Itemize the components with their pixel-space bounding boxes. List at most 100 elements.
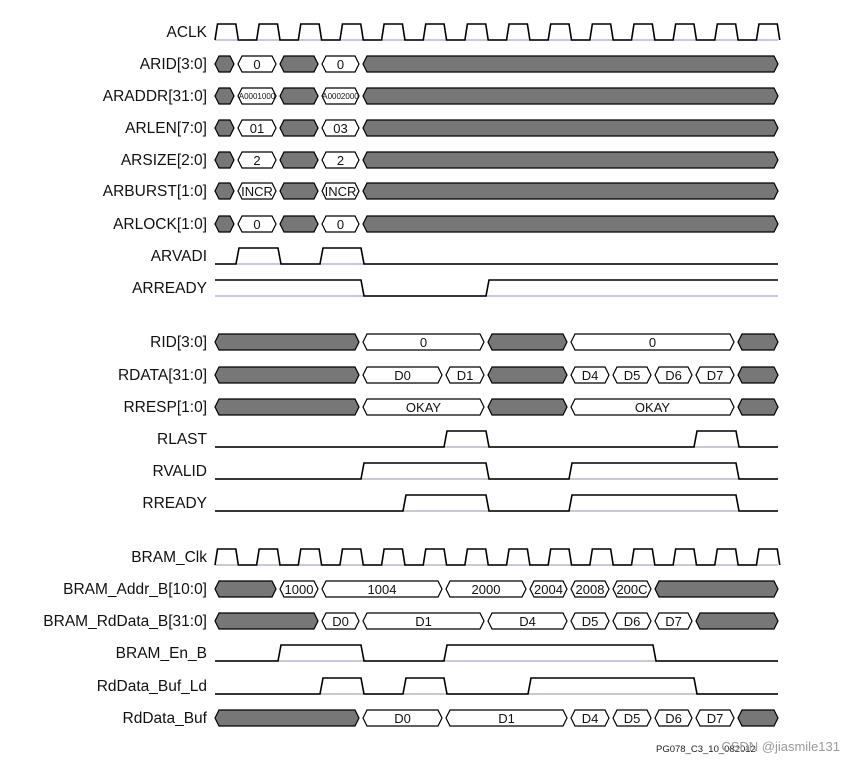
bus-value-segment [612,612,652,630]
watermark-text: CSDN @jiasmile131 [721,739,840,754]
bus-value-segment [321,119,360,137]
bus-value-segment [321,87,360,105]
signal-row-rvalid: RVALID [152,462,778,480]
bus-undefined-segment [279,182,319,200]
bus-undefined-segment [362,119,779,137]
bus-undefined-segment [214,333,360,351]
bus-value-label: 2 [253,153,260,168]
bus-value-segment [362,709,443,727]
bus-value-label: 0 [649,335,656,350]
bus-value-label: INCR [325,184,357,199]
bus-value-label: D6 [665,368,682,383]
signal-label: RID[3:0] [150,334,207,351]
signal-row-bram-clk: BRAM_Clk [131,548,781,566]
signal-label: RDATA[31:0] [118,367,207,384]
signal-row-rid-3-0: RID[3:0] 0 0 [150,333,779,351]
bus-undefined-segment [214,366,360,384]
bus-value-segment [279,580,319,598]
bus-value-segment [237,87,277,105]
bus-undefined-segment [362,55,779,73]
bus-value-label: D5 [624,711,641,726]
signal-row-rready: RREADY [142,494,778,512]
bus-value-segment [321,182,360,200]
signal-row-arvadi: ARVADI [151,247,778,265]
bus-value-segment [612,366,652,384]
bus-undefined-segment [362,87,779,105]
bus-value-segment [570,612,610,630]
bus-undefined-segment [737,366,779,384]
signal-label: ARREADY [132,280,207,297]
bus-value-label: D0 [394,368,411,383]
clock-waveform [214,23,781,41]
bus-value-label: D4 [582,368,599,383]
bus-value-segment [445,709,568,727]
bus-value-segment [237,119,277,137]
signal-row-rddata-buf: RdData_Buf D0 D1 D4 D5 D6 D7 [123,709,779,727]
signal-row-rdata-31-0: RDATA[31:0] D0 D1 D4 D5 D6 D7 [118,366,779,384]
bus-value-segment [570,398,735,416]
bus-undefined-segment [362,215,779,233]
bus-value-label: OKAY [635,400,670,415]
bus-undefined-segment [737,709,779,727]
bus-undefined-segment [737,398,779,416]
bus-value-segment [654,709,693,727]
bus-value-label: 0 [253,217,260,232]
bus-value-segment [362,398,485,416]
signal-label: BRAM_Addr_B[10:0] [63,581,207,598]
bit-waveform [215,462,778,480]
bus-undefined-segment [487,366,568,384]
bus-undefined-segment [279,87,319,105]
bus-undefined-segment [214,55,235,73]
signal-label: ARLEN[7:0] [125,120,207,137]
bus-undefined-segment [279,215,319,233]
bus-value-label: D0 [332,614,349,629]
bus-value-label: D6 [665,711,682,726]
bus-undefined-segment [362,182,779,200]
bus-value-label: 01 [250,121,264,136]
bus-value-label: D1 [498,711,515,726]
bit-waveform [215,494,778,512]
bus-undefined-segment [737,333,779,351]
signal-label: ACLK [167,24,208,41]
bus-undefined-segment [279,55,319,73]
bus-value-segment [445,366,485,384]
bus-undefined-segment [214,612,319,630]
bus-value-segment [362,612,485,630]
bus-value-segment [362,366,443,384]
bus-value-segment [570,333,735,351]
bus-undefined-segment [214,87,235,105]
bus-value-label: A0002000 [322,92,359,101]
bus-undefined-segment [487,398,568,416]
bus-value-label: D7 [665,614,682,629]
bus-undefined-segment [214,119,235,137]
signal-row-arsize-2-0: ARSIZE[2:0] 2 2 [121,151,779,169]
bit-waveform [215,677,778,695]
bus-value-segment [570,366,610,384]
bus-value-label: D1 [457,368,474,383]
bus-undefined-segment [214,398,360,416]
bus-value-label: D5 [624,368,641,383]
bus-value-label: 1004 [368,582,397,597]
signal-row-rresp-1-0: RRESP[1:0] OKAY OKAY [123,398,779,416]
bit-waveform [215,644,778,662]
signal-label: ARVADI [151,248,207,265]
bus-value-label: 0 [337,57,344,72]
signal-label: ARSIZE[2:0] [121,152,207,169]
bus-value-segment [321,580,443,598]
bus-value-label: 2000 [472,582,501,597]
signal-row-rddata-buf-ld: RdData_Buf_Ld [97,677,778,695]
bus-value-segment [654,366,693,384]
signal-row-arlock-1-0: ARLOCK[1:0] 0 0 [113,215,779,233]
signal-row-bram-rddata-b-31-0: BRAM_RdData_B[31:0] D0 D1 D4 D5 D6 D7 [43,612,779,630]
bus-value-label: 0 [253,57,260,72]
signal-label: BRAM_RdData_B[31:0] [43,613,207,630]
bus-value-label: 1000 [285,582,314,597]
figure-id-label: PG078_C3_10_082012 [656,744,756,755]
bus-value-segment [570,709,610,727]
bus-value-label: D4 [519,614,536,629]
bus-value-label: D7 [707,368,724,383]
signal-row-araddr-31-0: ARADDR[31:0] A0001000 A0002000 [103,87,779,105]
signal-label: RLAST [157,431,207,448]
bus-value-segment [445,580,527,598]
